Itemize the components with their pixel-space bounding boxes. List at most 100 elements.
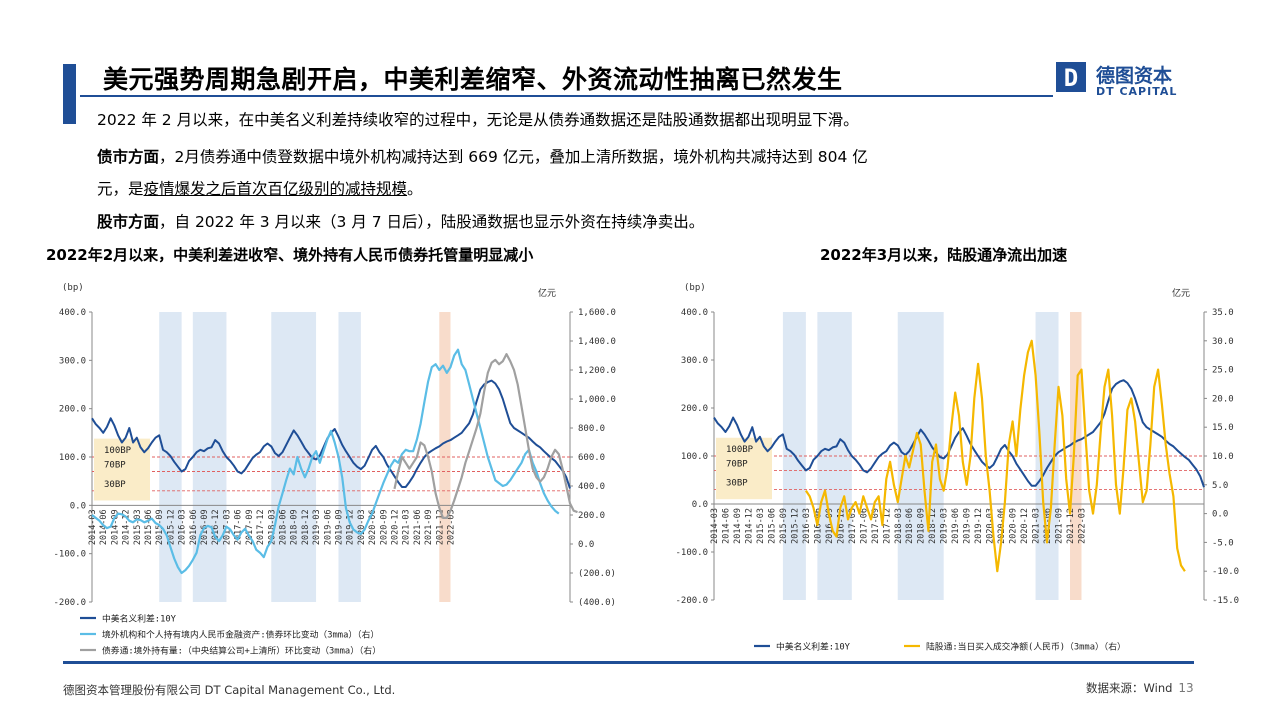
footer-company: 德图资本管理股份有限公司 DT Capital Management Co., … (63, 683, 396, 697)
x-tick-label: 2014-09 (110, 509, 120, 545)
x-tick-label: 2017-09 (871, 508, 881, 544)
x-tick-label: 2017-03 (848, 508, 858, 544)
right-tick-label: 800.0 (578, 424, 605, 434)
ref-label-box (716, 437, 772, 500)
left-tick-label: 100.0 (59, 453, 86, 463)
left-tick-label: 100.0 (681, 452, 708, 462)
legend-label-2: 债券通:境外持有量:（中央结算公司+上清所）环比变动（3mma）（右） (102, 645, 381, 657)
x-tick-label: 2021-09 (1055, 508, 1065, 544)
logo-name-en: DT CAPITAL (1096, 85, 1178, 98)
right-tick-label: 1,000.0 (578, 395, 616, 405)
right-unit-label: 亿元 (538, 287, 556, 299)
right-tick-label: 200.0 (578, 511, 605, 521)
left-tick-label: 400.0 (681, 308, 708, 318)
x-tick-label: 2020-09 (1009, 508, 1019, 544)
page-number: 13 (1178, 681, 1194, 695)
shaded-period-3 (1035, 312, 1059, 600)
x-tick-label: 2015-09 (779, 508, 789, 544)
left-tick-label: 0.0 (692, 500, 708, 510)
page-title: 美元强势周期急剧开启，中美利差缩窄、外资流动性抽离已然发生 (103, 65, 843, 94)
logo-icon: D (1056, 62, 1086, 92)
legend-label-0: 中美名义利差:10Y (776, 641, 851, 653)
bond-heading: 债市方面 (97, 148, 160, 166)
x-tick-label: 2015-12 (166, 509, 176, 545)
left-tick-label: 200.0 (681, 404, 708, 414)
stock-heading: 股市方面 (97, 213, 160, 231)
legend-label-0: 中美名义利差:10Y (102, 613, 177, 625)
paragraph-intro: 2022 年 2 月以来，在中美名义利差持续收窄的过程中，无论是从债券通数据还是… (97, 111, 859, 129)
x-tick-label: 2016-03 (802, 508, 812, 544)
x-tick-label: 2021-12 (1066, 508, 1076, 544)
right-tick-label: -5.0 (1212, 538, 1234, 548)
x-tick-label: 2019-03 (312, 509, 322, 545)
x-tick-label: 2017-12 (256, 509, 266, 545)
x-tick-label: 2021-09 (424, 509, 434, 545)
paragraph-bond: 债市方面，2月债券通中债登数据中境外机构减持达到 669 亿元，叠加上清所数据，… (97, 148, 868, 166)
x-tick-label: 2020-03 (986, 508, 996, 544)
left-unit-label: (bp) (684, 283, 706, 293)
x-tick-label: 2017-09 (245, 509, 255, 545)
left-unit-label: (bp) (62, 283, 84, 293)
x-tick-label: 2016-03 (178, 509, 188, 545)
ref-label-30BP: 30BP (726, 479, 748, 489)
x-tick-label: 2018-06 (905, 508, 915, 544)
x-tick-label: 2019-12 (346, 509, 356, 545)
x-tick-label: 2019-12 (974, 508, 984, 544)
x-tick-label: 2020-12 (390, 509, 400, 545)
right-tick-label: 20.0 (1212, 394, 1234, 404)
ref-label-70BP: 70BP (104, 461, 126, 471)
right-tick-label: (200.0) (578, 569, 616, 579)
x-tick-label: 2015-06 (144, 509, 154, 545)
right-tick-label: 1,400.0 (578, 337, 616, 347)
x-tick-label: 2017-06 (859, 508, 869, 544)
right-chart: (bp) 亿元 400.0 300.0 200.0 100.0 0.0 -100.0 -200.… (675, 283, 1239, 653)
svg-text:D: D (1064, 64, 1078, 92)
right-tick-label: 10.0 (1212, 452, 1234, 462)
x-tick-label: 2016-12 (836, 508, 846, 544)
left-chart-title: 2022年2月以来，中美利差进收窄、境外持有人民币债券托管量明显减小 (46, 246, 534, 264)
right-tick-label: 25.0 (1212, 366, 1234, 376)
left-tick-label: -200.0 (53, 598, 86, 608)
legend-label-1: 境外机构和个人持有境内人民币金融资产:债券环比变动（3mma）（右） (102, 629, 379, 641)
x-tick-label: 2020-12 (1020, 508, 1030, 544)
x-tick-label: 2018-03 (894, 508, 904, 544)
x-tick-label: 2019-06 (323, 509, 333, 545)
right-tick-label: 5.0 (1212, 481, 1228, 491)
series-line-2 (393, 353, 578, 519)
left-tick-label: -200.0 (675, 596, 708, 606)
right-tick-label: -15.0 (1212, 596, 1239, 606)
x-tick-label: 2019-09 (963, 508, 973, 544)
x-tick-label: 2019-03 (940, 508, 950, 544)
x-tick-label: 2015-12 (790, 508, 800, 544)
legend-label-1: 陆股通:当日买入成交净额(人民币)（3mma）（右） (926, 641, 1126, 653)
ref-label-100BP: 100BP (726, 445, 754, 455)
x-tick-label: 2020-03 (357, 509, 367, 545)
underlined-phrase: 疫情爆发之后首次百亿级别的减持规模 (143, 180, 408, 198)
x-tick-label: 2014-09 (733, 508, 743, 544)
x-tick-label: 2017-12 (882, 508, 892, 544)
x-tick-label: 2021-03 (1032, 508, 1042, 544)
x-tick-label: 2014-12 (744, 508, 754, 544)
x-tick-label: 2015-06 (767, 508, 777, 544)
right-tick-label: 15.0 (1212, 423, 1234, 433)
x-tick-label: 2018-09 (290, 509, 300, 545)
left-chart: (bp) 亿元 400.0 300.0 200.0 100.0 0.0 -100.0 -200.… (53, 283, 616, 657)
right-tick-label: 600.0 (578, 453, 605, 463)
x-tick-label: 2017-06 (234, 509, 244, 545)
x-tick-label: 2018-06 (278, 509, 288, 545)
ref-label-100BP: 100BP (104, 446, 132, 456)
x-tick-label: 2021-12 (435, 509, 445, 545)
right-chart-title: 2022年3月以来，陆股通净流出加速 (820, 246, 1068, 264)
x-tick-label: 2018-09 (917, 508, 927, 544)
x-tick-label: 2018-12 (301, 509, 311, 545)
ref-label-30BP: 30BP (104, 480, 126, 490)
x-tick-label: 2020-06 (368, 509, 378, 545)
x-tick-label: 2014-06 (721, 508, 731, 544)
x-tick-label: 2022-03 (1078, 508, 1088, 544)
series-line-0 (713, 379, 1205, 488)
left-tick-label: -100.0 (675, 548, 708, 558)
x-tick-label: 2016-06 (813, 508, 823, 544)
right-tick-label: 400.0 (578, 482, 605, 492)
left-tick-label: 300.0 (59, 356, 86, 366)
left-tick-label: 0.0 (70, 501, 86, 511)
